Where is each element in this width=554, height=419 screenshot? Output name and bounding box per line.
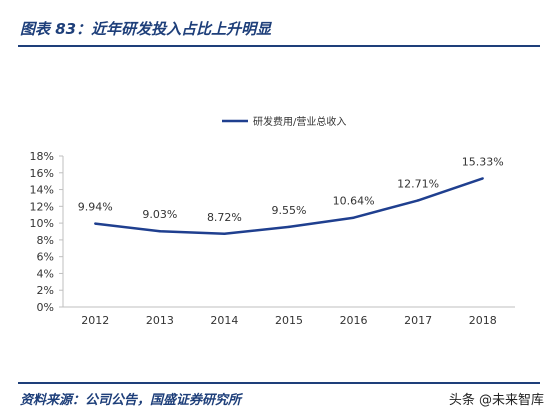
data-point bbox=[287, 225, 291, 229]
y-tick-label: 12% bbox=[30, 200, 54, 213]
footer-divider bbox=[18, 382, 540, 384]
x-tick-label: 2013 bbox=[146, 314, 174, 327]
data-point bbox=[223, 232, 226, 236]
source-note: 资料来源：公司公告，国盛证券研究所 bbox=[20, 393, 242, 408]
data-label: 9.94% bbox=[78, 201, 113, 214]
x-tick-label: 2016 bbox=[340, 314, 368, 327]
x-tick-label: 2014 bbox=[210, 314, 238, 327]
watermark: 头条 @未来智库 bbox=[448, 393, 544, 408]
data-label: 12.71% bbox=[397, 177, 439, 190]
data-label: 15.33% bbox=[462, 155, 504, 168]
data-label: 9.55% bbox=[272, 204, 307, 217]
y-tick-label: 0% bbox=[37, 301, 54, 314]
legend: 研发费用/营业总收入 bbox=[222, 115, 346, 128]
y-tick-label: 14% bbox=[30, 184, 54, 197]
legend-label: 研发费用/营业总收入 bbox=[253, 115, 346, 128]
figure-title: 图表 83：近年研发投入占比上升明显 bbox=[20, 20, 272, 38]
y-axis: 0% 2% 4% 6% 8% 10% 12% 14% 16% 18% bbox=[30, 150, 64, 314]
y-tick-label: 6% bbox=[37, 251, 54, 264]
x-tick-label: 2012 bbox=[81, 314, 109, 327]
data-point bbox=[481, 177, 484, 180]
y-tick-label: 2% bbox=[37, 284, 54, 297]
y-tick-label: 18% bbox=[30, 150, 54, 163]
data-point bbox=[94, 222, 97, 225]
x-axis: 2012 2013 2014 2015 2016 2017 2018 bbox=[63, 306, 515, 327]
x-tick-label: 2017 bbox=[404, 314, 432, 327]
data-point bbox=[416, 199, 420, 202]
title-divider bbox=[18, 45, 540, 47]
y-tick-label: 4% bbox=[37, 267, 54, 280]
series-layer bbox=[94, 177, 484, 236]
data-point bbox=[352, 216, 355, 219]
y-tick-label: 16% bbox=[30, 167, 54, 180]
y-tick-label: 10% bbox=[30, 217, 54, 230]
y-tick-label: 8% bbox=[37, 234, 54, 247]
data-labels: 9.94% 9.03% 8.72% 9.55% 10.64% 12.71% 15.33% bbox=[78, 155, 504, 223]
data-label: 8.72% bbox=[207, 211, 242, 224]
data-point bbox=[158, 230, 162, 233]
data-label: 9.03% bbox=[142, 208, 177, 221]
x-tick-label: 2018 bbox=[469, 314, 497, 327]
x-tick-label: 2015 bbox=[275, 314, 303, 327]
data-label: 10.64% bbox=[333, 195, 375, 208]
